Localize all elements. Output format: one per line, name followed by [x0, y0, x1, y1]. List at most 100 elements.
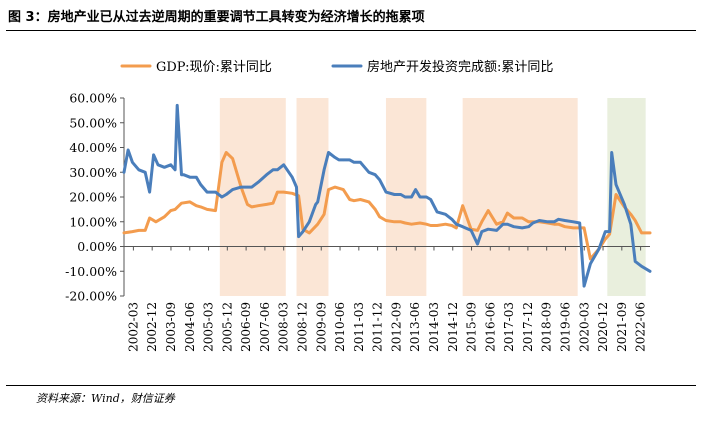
- data-point-gdp: [378, 215, 381, 218]
- x-tick-label: 2014-03: [427, 302, 441, 352]
- x-tick-label: 2017-03: [502, 302, 516, 352]
- data-point-realestate-investment: [175, 104, 179, 107]
- data-point-realestate-investment: [239, 185, 243, 189]
- x-tick-label: 2005-12: [220, 302, 234, 352]
- data-point-realestate-investment: [256, 180, 260, 184]
- data-point-realestate-investment: [538, 219, 541, 222]
- x-tick-label: 2020-12: [596, 302, 610, 352]
- data-point-gdp: [480, 220, 484, 223]
- data-point-gdp: [359, 198, 362, 201]
- data-point-realestate-investment: [314, 203, 317, 206]
- data-point-realestate-investment: [214, 190, 217, 194]
- data-point-realestate-investment: [348, 158, 351, 162]
- data-point-gdp: [455, 226, 458, 230]
- data-point-gdp: [393, 220, 396, 223]
- data-point-gdp: [521, 216, 524, 220]
- data-point-gdp: [188, 200, 192, 204]
- data-point-gdp: [608, 232, 611, 236]
- x-tick-label: 2022-06: [634, 302, 648, 352]
- data-point-realestate-investment: [629, 223, 633, 226]
- data-point-realestate-investment: [435, 210, 439, 214]
- data-point-realestate-investment: [327, 151, 330, 154]
- data-point-realestate-investment: [169, 163, 172, 167]
- data-point-gdp: [629, 213, 633, 216]
- data-point-realestate-investment: [378, 178, 381, 181]
- data-point-gdp: [122, 231, 126, 235]
- x-tick-label: 2002-12: [145, 302, 159, 352]
- data-point-gdp: [487, 209, 490, 212]
- data-point-gdp: [614, 193, 618, 196]
- data-point-realestate-investment: [610, 151, 613, 154]
- data-point-realestate-investment: [487, 227, 490, 231]
- y-tick-label: 30.00%: [69, 165, 117, 180]
- legend-label-realestate-investment: 房地产开发投资完成额:累计同比: [367, 59, 553, 75]
- data-point-gdp: [333, 185, 337, 189]
- data-point-gdp: [374, 208, 377, 211]
- y-tick-label: 60.00%: [69, 91, 117, 106]
- y-tick-label: -20.00%: [65, 289, 117, 304]
- data-point-gdp: [322, 213, 326, 216]
- data-point-gdp: [604, 237, 607, 241]
- data-point-realestate-investment: [531, 221, 535, 225]
- source-rule: [6, 385, 696, 386]
- x-tick-label: 2006-09: [239, 302, 253, 352]
- data-point-gdp: [450, 224, 454, 227]
- data-point-gdp: [435, 224, 439, 227]
- y-tick-label: -10.00%: [65, 264, 117, 279]
- data-point-realestate-investment: [246, 185, 249, 189]
- y-tick-label: 20.00%: [69, 190, 117, 205]
- data-point-realestate-investment: [265, 173, 268, 176]
- x-tick-label: 2005-03: [202, 302, 216, 352]
- x-tick-label: 2010-06: [333, 302, 347, 352]
- data-point-gdp: [290, 192, 294, 195]
- data-point-gdp: [582, 226, 586, 230]
- data-point-gdp: [495, 223, 498, 226]
- data-point-realestate-investment: [352, 161, 356, 164]
- data-point-gdp: [418, 221, 422, 225]
- x-tick-label: 2008-03: [277, 302, 291, 352]
- data-point-realestate-investment: [250, 185, 253, 189]
- data-point-gdp: [256, 204, 260, 207]
- data-point-realestate-investment: [418, 195, 422, 199]
- data-point-gdp: [308, 231, 311, 235]
- data-point-gdp: [276, 190, 279, 194]
- data-point-realestate-investment: [199, 183, 202, 186]
- title-rule: [6, 30, 696, 31]
- data-point-realestate-investment: [455, 223, 458, 226]
- data-point-gdp: [461, 204, 464, 207]
- data-point-realestate-investment: [188, 176, 192, 179]
- x-tick-label: 2011-12: [371, 302, 385, 352]
- data-point-realestate-investment: [367, 171, 371, 174]
- data-point-realestate-investment: [322, 168, 326, 171]
- data-point-gdp: [169, 209, 172, 212]
- data-point-realestate-investment: [633, 260, 637, 263]
- x-tick-label: 2002-03: [126, 302, 140, 352]
- chart: -20.00% -10.00% 0.00% 10.00% 20.00% 30.00% 40.…: [65, 59, 652, 352]
- data-point-realestate-investment: [297, 235, 300, 238]
- data-point-gdp: [180, 201, 183, 205]
- y-tick-label: 40.00%: [69, 140, 117, 155]
- data-point-realestate-investment: [122, 171, 126, 174]
- data-point-gdp: [552, 223, 556, 226]
- data-point-gdp: [352, 199, 356, 202]
- data-point-realestate-investment: [148, 190, 151, 194]
- data-point-realestate-investment: [173, 168, 177, 171]
- data-point-gdp: [131, 230, 134, 233]
- data-point-gdp: [214, 209, 217, 212]
- data-point-realestate-investment: [552, 220, 556, 223]
- data-point-gdp: [399, 220, 403, 223]
- data-point-realestate-investment: [290, 176, 294, 179]
- data-point-gdp: [506, 211, 509, 215]
- x-tick-label: 2016-06: [483, 302, 497, 352]
- data-point-gdp: [640, 231, 643, 235]
- data-point-realestate-investment: [271, 168, 275, 171]
- data-point-realestate-investment: [195, 176, 198, 179]
- x-tick-label: 2003-09: [164, 302, 178, 352]
- data-point-realestate-investment: [231, 188, 234, 191]
- data-point-gdp: [429, 224, 432, 227]
- data-point-gdp: [342, 188, 345, 191]
- data-point-gdp: [444, 223, 447, 226]
- data-point-gdp: [501, 220, 505, 223]
- data-point-gdp: [144, 229, 147, 232]
- data-point-realestate-investment: [608, 230, 611, 233]
